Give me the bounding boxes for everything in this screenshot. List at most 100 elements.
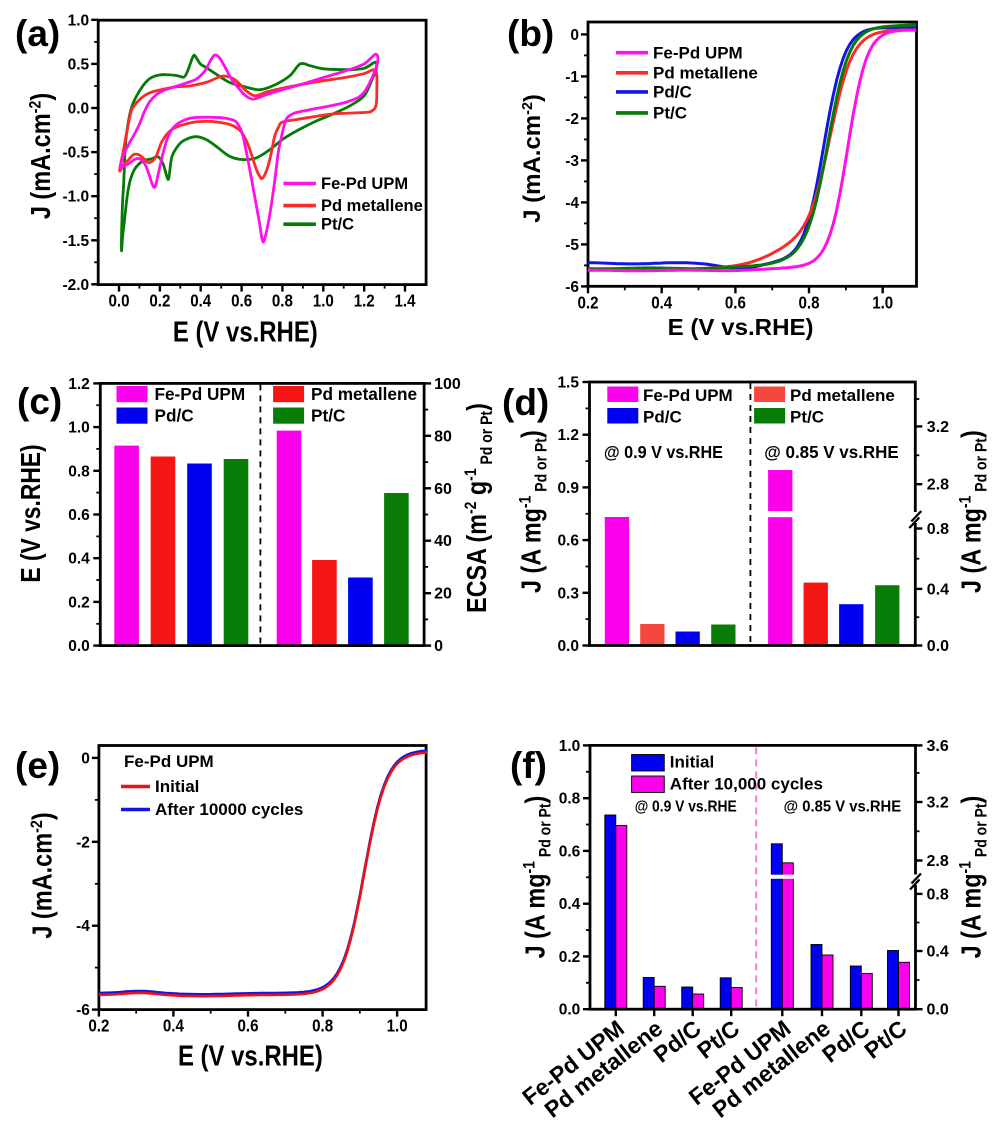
svg-text:E (V vs.RHE): E (V vs.RHE) bbox=[16, 444, 46, 582]
svg-text:0.6: 0.6 bbox=[231, 291, 252, 311]
svg-text:1.2: 1.2 bbox=[354, 291, 375, 311]
svg-text:(e): (e) bbox=[15, 745, 60, 786]
svg-text:0.4: 0.4 bbox=[559, 896, 581, 913]
svg-text:J (mA.cm-2): J (mA.cm-2) bbox=[28, 812, 58, 938]
svg-text:3.6: 3.6 bbox=[927, 738, 949, 755]
svg-text:0.2: 0.2 bbox=[559, 949, 581, 966]
svg-text:Pt/C: Pt/C bbox=[311, 406, 345, 426]
svg-text:0.9: 0.9 bbox=[557, 480, 579, 497]
svg-text:Pd metallene: Pd metallene bbox=[321, 197, 423, 215]
svg-text:0.2: 0.2 bbox=[149, 291, 170, 311]
svg-text:0.2: 0.2 bbox=[88, 1016, 109, 1036]
svg-text:2.8: 2.8 bbox=[927, 477, 949, 494]
svg-text:0.0: 0.0 bbox=[68, 638, 90, 655]
svg-text:0.4: 0.4 bbox=[927, 944, 949, 961]
svg-text:2.8: 2.8 bbox=[927, 853, 949, 870]
svg-text:1.0: 1.0 bbox=[313, 291, 334, 311]
svg-text:0.8: 0.8 bbox=[927, 886, 949, 903]
svg-text:@ 0.9 V vs.RHE: @ 0.9 V vs.RHE bbox=[604, 442, 723, 462]
svg-text:@ 0.85 V vs.RHE: @ 0.85 V vs.RHE bbox=[764, 442, 899, 462]
svg-text:Initial: Initial bbox=[670, 753, 714, 772]
svg-text:60: 60 bbox=[434, 481, 452, 498]
svg-text:0: 0 bbox=[434, 638, 443, 655]
svg-text:0.6: 0.6 bbox=[557, 533, 579, 550]
svg-text:0.6: 0.6 bbox=[68, 507, 90, 524]
svg-text:0.4: 0.4 bbox=[190, 291, 211, 311]
svg-text:J (mA.cm-2): J (mA.cm-2) bbox=[26, 93, 56, 219]
svg-text:0.2: 0.2 bbox=[68, 594, 90, 611]
svg-text:0.0: 0.0 bbox=[927, 1002, 949, 1019]
svg-text:-1: -1 bbox=[565, 69, 579, 86]
svg-text:-4: -4 bbox=[76, 918, 90, 935]
svg-text:E (V vs.RHE): E (V vs.RHE) bbox=[173, 316, 318, 348]
svg-text:Initial: Initial bbox=[155, 777, 199, 796]
svg-text:-1.0: -1.0 bbox=[62, 189, 89, 206]
svg-text:1.5: 1.5 bbox=[557, 375, 579, 392]
svg-text:0.0: 0.0 bbox=[559, 1002, 581, 1019]
svg-text:0.0: 0.0 bbox=[927, 638, 949, 655]
svg-text:0.8: 0.8 bbox=[927, 521, 949, 538]
svg-text:After 10,000 cycles: After 10,000 cycles bbox=[670, 774, 823, 793]
svg-text:20: 20 bbox=[434, 586, 452, 603]
svg-text:0.4: 0.4 bbox=[163, 1016, 184, 1036]
svg-text:1.2: 1.2 bbox=[68, 376, 90, 393]
svg-text:Fe-Pd UPM: Fe-Pd UPM bbox=[653, 44, 743, 63]
svg-text:J (A mg-1 Pd or Pt): J (A mg-1 Pd or Pt) bbox=[516, 430, 550, 593]
svg-text:3.2: 3.2 bbox=[927, 795, 949, 812]
svg-text:3.2: 3.2 bbox=[927, 419, 949, 436]
svg-text:0.0: 0.0 bbox=[68, 101, 90, 118]
svg-text:Pd/C: Pd/C bbox=[155, 406, 194, 426]
svg-text:0.8: 0.8 bbox=[68, 463, 90, 480]
svg-text:-6: -6 bbox=[565, 279, 579, 296]
svg-text:0.0: 0.0 bbox=[557, 638, 579, 655]
svg-text:Fe-Pd UPM: Fe-Pd UPM bbox=[643, 386, 733, 405]
svg-text:(f): (f) bbox=[510, 745, 547, 786]
svg-text:0: 0 bbox=[81, 750, 90, 767]
svg-text:After 10000 cycles: After 10000 cycles bbox=[155, 800, 303, 819]
svg-text:0.0: 0.0 bbox=[109, 291, 130, 311]
svg-text:E (V vs.RHE): E (V vs.RHE) bbox=[668, 314, 814, 340]
svg-text:Fe-Pd UPM: Fe-Pd UPM bbox=[124, 752, 214, 771]
svg-text:40: 40 bbox=[434, 533, 452, 550]
svg-text:1.0: 1.0 bbox=[387, 1016, 408, 1036]
svg-text:Pt/C: Pt/C bbox=[653, 104, 687, 123]
svg-text:0.6: 0.6 bbox=[238, 1016, 259, 1036]
svg-text:(b): (b) bbox=[507, 13, 554, 54]
svg-text:0.8: 0.8 bbox=[559, 791, 581, 808]
svg-text:1.0: 1.0 bbox=[68, 420, 90, 437]
svg-text:0.8: 0.8 bbox=[312, 1016, 333, 1036]
svg-text:0.4: 0.4 bbox=[651, 293, 672, 313]
svg-text:@ 0.9 V vs.RHE: @ 0.9 V vs.RHE bbox=[635, 799, 737, 816]
svg-text:-6: -6 bbox=[76, 1002, 90, 1019]
svg-text:80: 80 bbox=[434, 428, 452, 445]
svg-text:-4: -4 bbox=[565, 195, 579, 212]
svg-text:0.4: 0.4 bbox=[68, 551, 90, 568]
svg-text:-2: -2 bbox=[565, 111, 579, 128]
svg-text:100: 100 bbox=[434, 376, 461, 393]
svg-text:-5: -5 bbox=[565, 237, 579, 254]
svg-text:0.4: 0.4 bbox=[927, 581, 949, 598]
svg-text:1.2: 1.2 bbox=[557, 427, 579, 444]
svg-text:1.0: 1.0 bbox=[872, 293, 893, 313]
svg-text:J (mA.cm-2): J (mA.cm-2) bbox=[519, 94, 546, 223]
svg-text:0.3: 0.3 bbox=[557, 585, 579, 602]
svg-text:(c): (c) bbox=[17, 381, 62, 422]
svg-text:E (V vs.RHE): E (V vs.RHE) bbox=[178, 1040, 323, 1072]
svg-text:-1.5: -1.5 bbox=[62, 233, 89, 250]
svg-text:Pd/C: Pd/C bbox=[653, 83, 692, 102]
svg-text:0.8: 0.8 bbox=[272, 291, 293, 311]
svg-text:Fe-Pd UPM: Fe-Pd UPM bbox=[321, 175, 408, 193]
svg-text:Pt/C: Pt/C bbox=[790, 408, 824, 427]
svg-text:Pd/C: Pd/C bbox=[643, 408, 682, 427]
svg-text:-2.0: -2.0 bbox=[62, 277, 89, 294]
svg-text:0.6: 0.6 bbox=[559, 843, 581, 860]
svg-text:Pd metallene: Pd metallene bbox=[653, 64, 758, 83]
svg-text:Pd metallene: Pd metallene bbox=[790, 386, 895, 405]
svg-text:Pd metallene: Pd metallene bbox=[311, 384, 417, 404]
svg-text:0.8: 0.8 bbox=[799, 293, 820, 313]
svg-text:J (A mg-1 Pd or Pt): J (A mg-1 Pd or Pt) bbox=[956, 430, 990, 593]
svg-text:-0.5: -0.5 bbox=[62, 145, 89, 162]
svg-text:(d): (d) bbox=[502, 382, 549, 423]
svg-text:Fe-Pd UPM: Fe-Pd UPM bbox=[155, 384, 246, 404]
svg-text:0.2: 0.2 bbox=[578, 293, 599, 313]
